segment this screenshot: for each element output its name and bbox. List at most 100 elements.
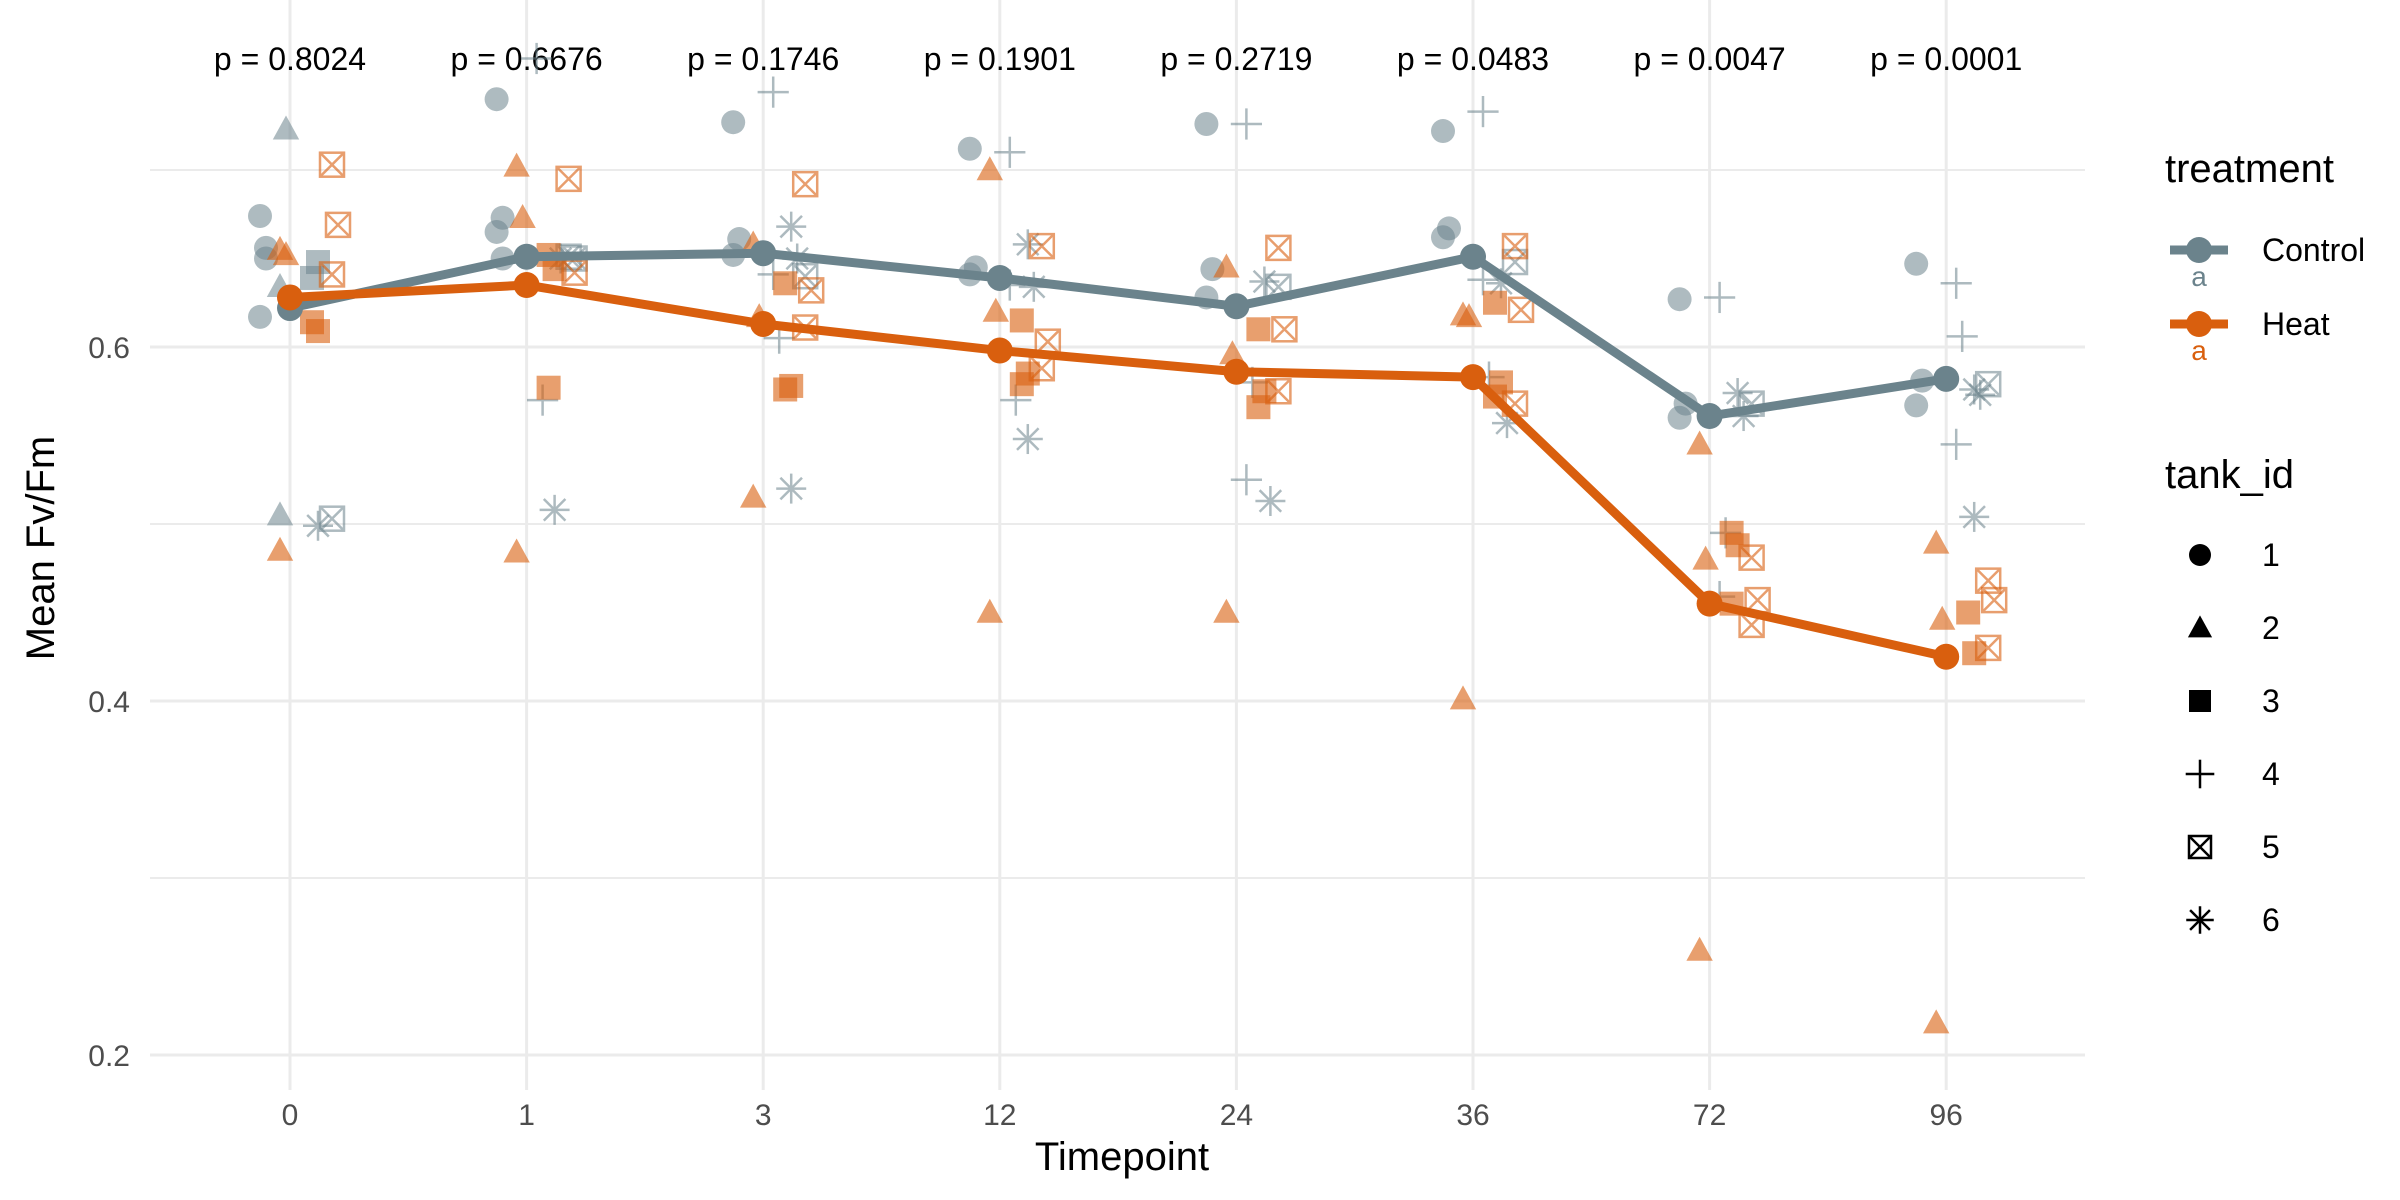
p-value-label: p = 0.1901 bbox=[924, 41, 1076, 77]
tank-point bbox=[484, 87, 509, 112]
mean-point bbox=[1223, 358, 1250, 385]
x-tick-label: 36 bbox=[1456, 1099, 1489, 1132]
legend-key-shape bbox=[2189, 690, 2211, 712]
tank-point bbox=[1667, 287, 1692, 312]
legend-key-shape bbox=[2186, 906, 2214, 934]
x-tick-label: 24 bbox=[1220, 1099, 1253, 1132]
mean-point bbox=[1933, 365, 1960, 392]
p-value-label: p = 0.2719 bbox=[1160, 41, 1312, 77]
p-value-label: p = 0.8024 bbox=[214, 41, 366, 77]
tank-point bbox=[1246, 317, 1271, 342]
tank-point bbox=[561, 259, 588, 286]
tank-point bbox=[994, 136, 1026, 168]
tank-point bbox=[1974, 370, 2002, 398]
x-tick-label: 72 bbox=[1693, 1099, 1726, 1132]
tank-point bbox=[1449, 685, 1477, 710]
tank-point bbox=[721, 110, 746, 135]
p-value-label: p = 0.0047 bbox=[1634, 41, 1786, 77]
legend-label-tank: 6 bbox=[2262, 902, 2280, 938]
p-value-labels: p = 0.8024 p = 0.6676 p = 0.1746 p = 0.1901… bbox=[214, 41, 2022, 77]
x-tick-label: 3 bbox=[755, 1099, 772, 1132]
tank-point bbox=[1965, 379, 1996, 410]
tank-point bbox=[776, 473, 807, 504]
tank-point bbox=[1956, 600, 1981, 625]
tank-point bbox=[791, 170, 819, 198]
mean-point bbox=[1696, 590, 1723, 617]
tank-point bbox=[509, 203, 536, 228]
x-tick-label: 0 bbox=[282, 1099, 299, 1132]
tank-point bbox=[1940, 428, 1972, 460]
tank-point bbox=[797, 277, 825, 304]
tank-point bbox=[1507, 296, 1535, 324]
tank-point bbox=[1455, 303, 1483, 328]
legend-title-tank-id: tank_id bbox=[2165, 453, 2294, 497]
tank-point bbox=[306, 319, 330, 344]
mean-point bbox=[750, 240, 777, 267]
mean-lines bbox=[277, 240, 1960, 670]
mean-point bbox=[277, 284, 303, 311]
tank-point bbox=[555, 165, 582, 193]
tank-point bbox=[272, 241, 300, 266]
tank-point bbox=[1904, 393, 1929, 418]
tank-point bbox=[324, 211, 352, 239]
tank-point bbox=[1009, 308, 1034, 333]
mean-point bbox=[986, 264, 1013, 291]
mean-point bbox=[513, 272, 540, 299]
tank-point bbox=[248, 204, 272, 229]
tank-point bbox=[1255, 485, 1286, 516]
tank-point bbox=[1722, 378, 1753, 409]
legend-key-shape bbox=[2187, 834, 2213, 860]
legend-key-shape bbox=[2185, 759, 2215, 789]
mean-point bbox=[1460, 364, 1486, 391]
x-tick-label: 96 bbox=[1930, 1099, 1963, 1132]
mean-line-control bbox=[289, 248, 1947, 421]
tank-point bbox=[773, 377, 798, 402]
tank-point bbox=[976, 156, 1003, 181]
mean-point bbox=[513, 243, 540, 270]
tank-point bbox=[1946, 320, 1978, 352]
tank-points bbox=[248, 42, 2008, 1034]
tank-point bbox=[1686, 936, 1713, 961]
tank-point bbox=[318, 151, 346, 178]
mean-point bbox=[1696, 403, 1723, 430]
legend-label-treatment: Heat bbox=[2262, 306, 2330, 342]
tank-point bbox=[1213, 598, 1240, 623]
tank-point bbox=[1012, 424, 1043, 455]
tank-point bbox=[1230, 464, 1262, 496]
tank-point bbox=[503, 538, 530, 563]
group-letter: a bbox=[2191, 261, 2207, 292]
tank-point bbox=[1974, 634, 2002, 662]
p-value-label: p = 0.1746 bbox=[687, 41, 839, 77]
tank-point bbox=[1904, 251, 1929, 276]
legend-key-point bbox=[2186, 311, 2212, 337]
tank-point bbox=[266, 536, 294, 561]
tank-point bbox=[1923, 529, 1950, 554]
legends: treatment a Control a Heat tank_id 1 2 3 4 5 6 bbox=[2165, 147, 2365, 938]
tank-point bbox=[1431, 119, 1455, 144]
tank-point bbox=[1271, 316, 1298, 343]
legend-label-tank: 5 bbox=[2262, 829, 2280, 865]
tank-point bbox=[1194, 111, 1219, 136]
legend-label-tank: 4 bbox=[2262, 756, 2280, 792]
tank-point bbox=[740, 483, 767, 508]
tank-point bbox=[1667, 405, 1692, 430]
tank-point bbox=[976, 598, 1003, 623]
mean-point bbox=[750, 310, 777, 337]
y-axis-title: Mean Fv/Fm bbox=[19, 436, 63, 660]
legend-title-treatment: treatment bbox=[2165, 147, 2334, 191]
tank-point bbox=[1959, 501, 1990, 532]
tank-point bbox=[773, 271, 798, 296]
tank-point bbox=[539, 494, 570, 525]
legend-label-treatment: Control bbox=[2262, 232, 2365, 268]
tank-point bbox=[1265, 234, 1292, 262]
group-letter: a bbox=[2191, 335, 2207, 366]
x-axis-title: Timepoint bbox=[1035, 1135, 1209, 1179]
y-tick-label: 0.2 bbox=[88, 1040, 130, 1073]
legend-key-shape bbox=[2187, 615, 2213, 638]
tank-point bbox=[1467, 95, 1499, 128]
tank-point bbox=[1230, 108, 1262, 140]
grid bbox=[150, 0, 2085, 1090]
tank-point bbox=[303, 510, 333, 541]
y-tick-label: 0.4 bbox=[88, 686, 130, 719]
